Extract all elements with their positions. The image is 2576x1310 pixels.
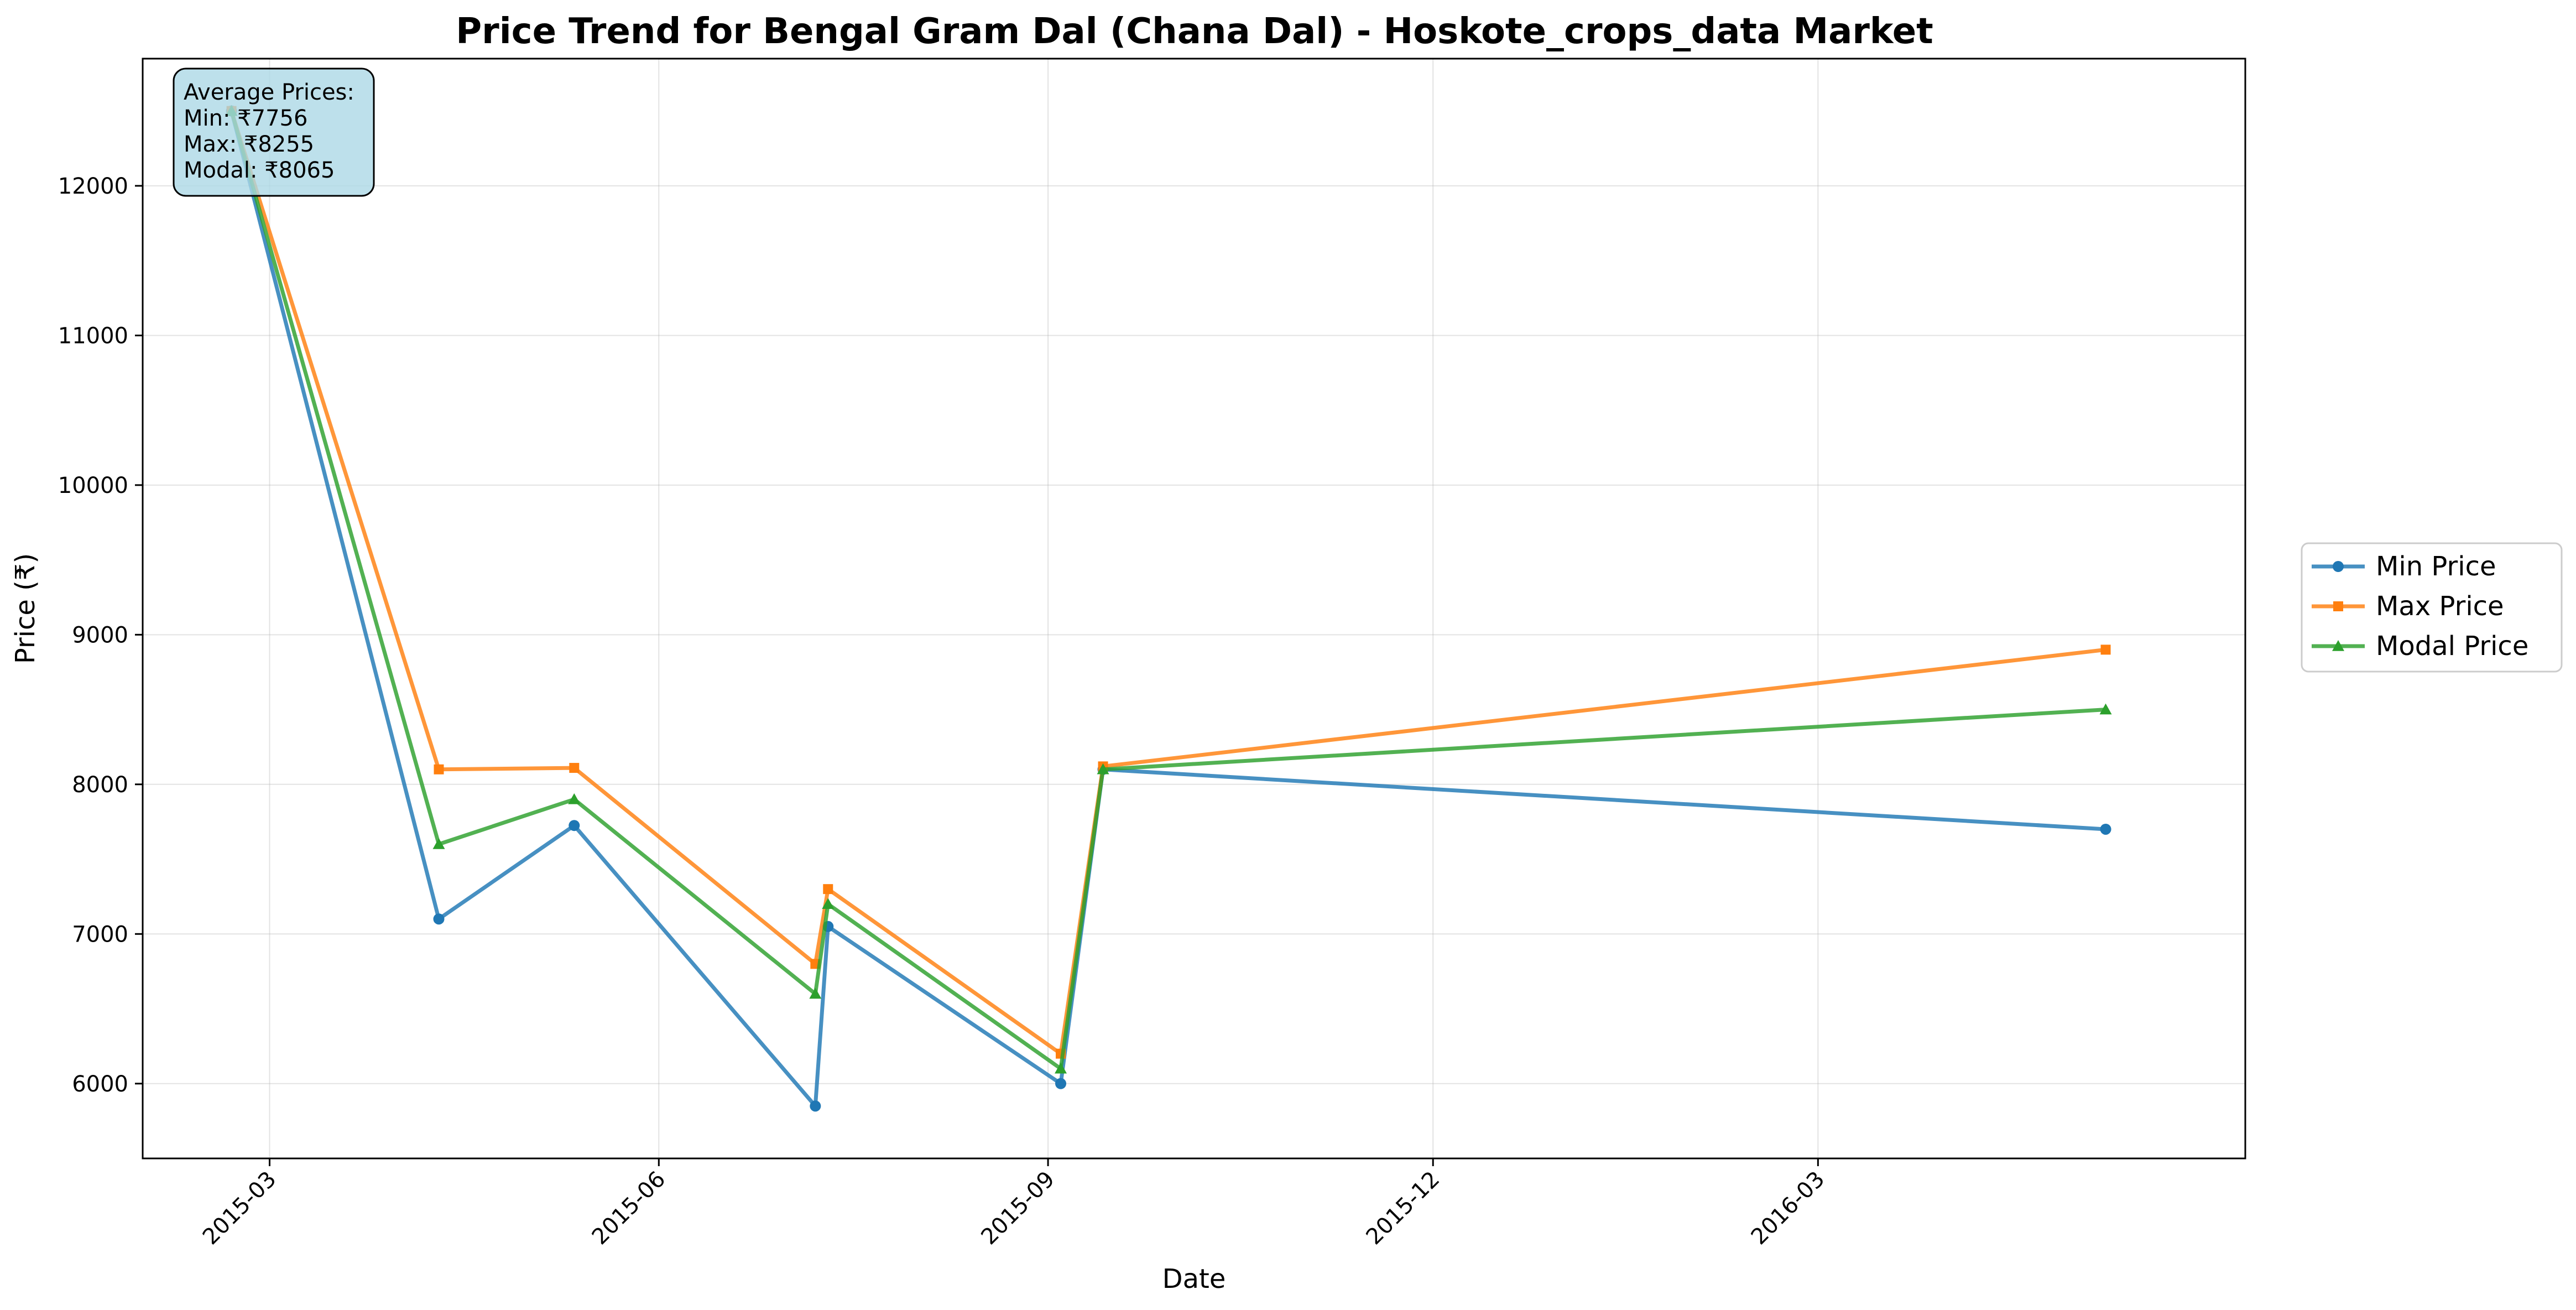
y-tick-label: 11000: [58, 323, 128, 349]
y-axis-label: Price (₹): [10, 553, 41, 664]
data-point-modal-price: [1055, 1062, 1067, 1074]
x-tick-label: 2015-09: [976, 1167, 1060, 1250]
series-line-modal-price: [230, 110, 2106, 1071]
data-point-modal-price: [809, 987, 822, 999]
x-tick-label: 2015-03: [198, 1167, 281, 1250]
data-point-min-price: [1055, 1078, 1067, 1089]
legend-marker-modal-price: [2332, 640, 2344, 651]
data-point-modal-price: [568, 793, 581, 804]
legend-label-max-price: Max Price: [2376, 591, 2504, 622]
chart-title: Price Trend for Bengal Gram Dal (Chana D…: [456, 11, 1933, 52]
annotation-line-4: Modal: ₹8065: [184, 158, 335, 183]
data-point-max-price: [823, 884, 833, 895]
data-point-min-price: [433, 913, 445, 925]
y-tick-label: 8000: [72, 772, 128, 798]
x-tick-label: 2015-12: [1362, 1167, 1445, 1250]
legend-label-modal-price: Modal Price: [2376, 631, 2528, 662]
series-line-max-price: [230, 110, 2106, 1056]
legend-entry-modal-price: Modal Price: [2312, 631, 2528, 662]
y-tick-label: 12000: [58, 174, 128, 199]
data-point-min-price: [810, 1100, 821, 1112]
x-tick-label: 2015-06: [587, 1167, 671, 1250]
data-point-modal-price: [822, 898, 835, 909]
data-point-min-price: [569, 820, 580, 831]
plot-frame: [142, 58, 2246, 1160]
average-prices-annotation: Average Prices: Min: ₹7756 Max: ₹8255 Mo…: [173, 67, 375, 197]
data-point-modal-price: [2099, 703, 2112, 715]
legend: Min Price Max Price Modal Price: [2301, 542, 2563, 673]
y-axis: 6000 7000 8000 9000 10000 11000 12000: [58, 174, 143, 1097]
series-layer: [225, 105, 2112, 1112]
annotation-line-2: Min: ₹7756: [184, 106, 307, 131]
y-tick-label: 6000: [72, 1072, 128, 1097]
data-point-min-price: [2100, 823, 2111, 835]
annotation-line-3: Max: ₹8255: [184, 132, 314, 157]
legend-box: [2301, 542, 2563, 673]
data-point-modal-price: [1097, 763, 1109, 774]
grid-lines: [143, 59, 2245, 1158]
legend-marker-max-price: [2333, 601, 2343, 611]
x-tick-label: 2016-03: [1746, 1167, 1830, 1250]
series-min-price: [226, 105, 2111, 1112]
data-point-max-price: [2100, 644, 2111, 655]
x-axis: 2015-03 2015-06 2015-09 2015-12 2016-03: [198, 1158, 1830, 1250]
series-line-min-price: [230, 110, 2106, 1108]
y-tick-label: 9000: [72, 622, 128, 648]
data-point-max-price: [434, 764, 444, 774]
data-point-max-price: [569, 763, 580, 773]
series-max-price: [226, 106, 2111, 1059]
legend-marker-min-price: [2333, 561, 2344, 572]
series-modal-price: [225, 105, 2112, 1074]
annotation-line-1: Average Prices:: [184, 80, 354, 105]
legend-label-min-price: Min Price: [2376, 551, 2496, 582]
y-tick-label: 10000: [58, 473, 128, 498]
annotation-box: [173, 67, 375, 197]
data-point-modal-price: [432, 838, 445, 849]
x-axis-label: Date: [1162, 1264, 1226, 1295]
legend-entry-min-price: Min Price: [2312, 551, 2496, 582]
y-tick-label: 7000: [72, 922, 128, 947]
legend-entry-max-price: Max Price: [2312, 591, 2504, 622]
